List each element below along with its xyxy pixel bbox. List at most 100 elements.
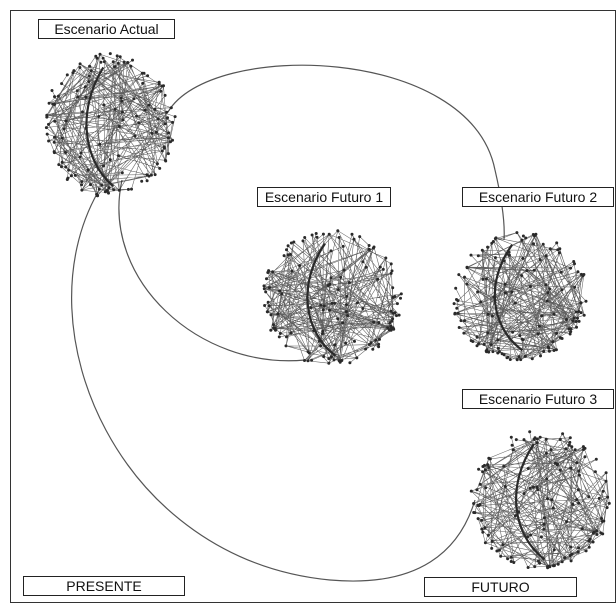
network-node [569,545,573,549]
network-node [102,164,105,168]
network-node [64,119,68,123]
network-node [551,564,555,568]
network-node [574,320,578,323]
network-node [452,302,456,306]
network-node [267,304,271,308]
network-node [558,438,562,441]
network-node [540,314,544,318]
network-node [153,107,157,111]
network-node [389,262,393,266]
network-arc [493,244,524,352]
network-future2-icon [452,231,588,362]
label-escenario-actual: Escenario Actual [38,19,175,39]
network-node [508,358,512,361]
network-node [506,355,510,359]
network-node [84,126,88,130]
network-node [336,229,340,233]
network-node [162,84,165,88]
network-node [126,61,130,64]
network-node [567,443,571,447]
network-node [143,108,147,112]
network-node [511,448,515,452]
network-node [267,269,271,273]
network-node [520,238,524,242]
network-node [89,69,93,73]
network-node [507,253,511,257]
network-node [310,233,314,237]
network-node [535,485,539,489]
network-node [154,130,158,134]
network-node [454,286,458,290]
network-node [117,124,121,128]
network-node [355,356,359,360]
network-node [559,336,562,340]
network-node [317,339,321,343]
label-escenario-futuro-1: Escenario Futuro 1 [257,187,391,207]
network-node [462,331,466,335]
network-node [481,470,485,474]
network-node [490,539,494,543]
network-node [352,237,356,241]
network-node [98,52,102,56]
network-node [289,331,293,335]
network-node [545,299,549,303]
network-node [97,187,101,191]
network-node [328,308,331,312]
network-node [337,236,341,239]
network-node [389,309,393,313]
network-node [457,326,461,329]
network-node [115,54,119,58]
network-node [147,103,151,107]
network-node [475,488,479,492]
network-node [488,457,492,461]
network-node [575,461,579,465]
network-node [389,324,393,328]
network-node [372,245,376,249]
network-node [550,498,554,502]
network-node [399,292,403,296]
network-node [486,331,490,335]
network-node [565,520,569,524]
network-node [330,301,334,305]
network-node [552,349,556,352]
network-node [87,80,91,84]
network-node [531,485,535,489]
network-node [571,502,575,506]
network-node [53,95,56,99]
network-node [367,247,371,251]
network-node [173,115,177,119]
network-node [547,346,551,350]
network-node [478,482,482,486]
network-future3-icon [469,430,611,570]
network-node [483,541,487,545]
network-node [60,136,64,140]
network-node [164,159,168,163]
network-node [521,234,525,238]
network-node [329,355,333,359]
network-node [556,248,560,252]
network-node [265,277,268,281]
network-node [166,136,170,140]
network-node [314,232,318,235]
network-node [480,527,484,531]
network-node [266,310,270,314]
network-node [45,132,49,136]
network-node [580,272,583,276]
network-node [79,151,83,155]
network-node [122,60,126,64]
network-node [607,501,611,505]
network-node [511,330,515,334]
network-node [551,340,555,344]
network-node [486,463,490,467]
network-node [98,142,102,146]
network-node [116,61,120,65]
network-node [140,179,144,183]
curve-current-to-future2 [167,64,505,241]
network-node [575,325,578,329]
network-node [477,342,481,346]
network-node [361,260,365,264]
network-node [472,502,476,505]
network-node [580,527,584,531]
network-node [536,559,540,563]
network-node [347,281,351,285]
